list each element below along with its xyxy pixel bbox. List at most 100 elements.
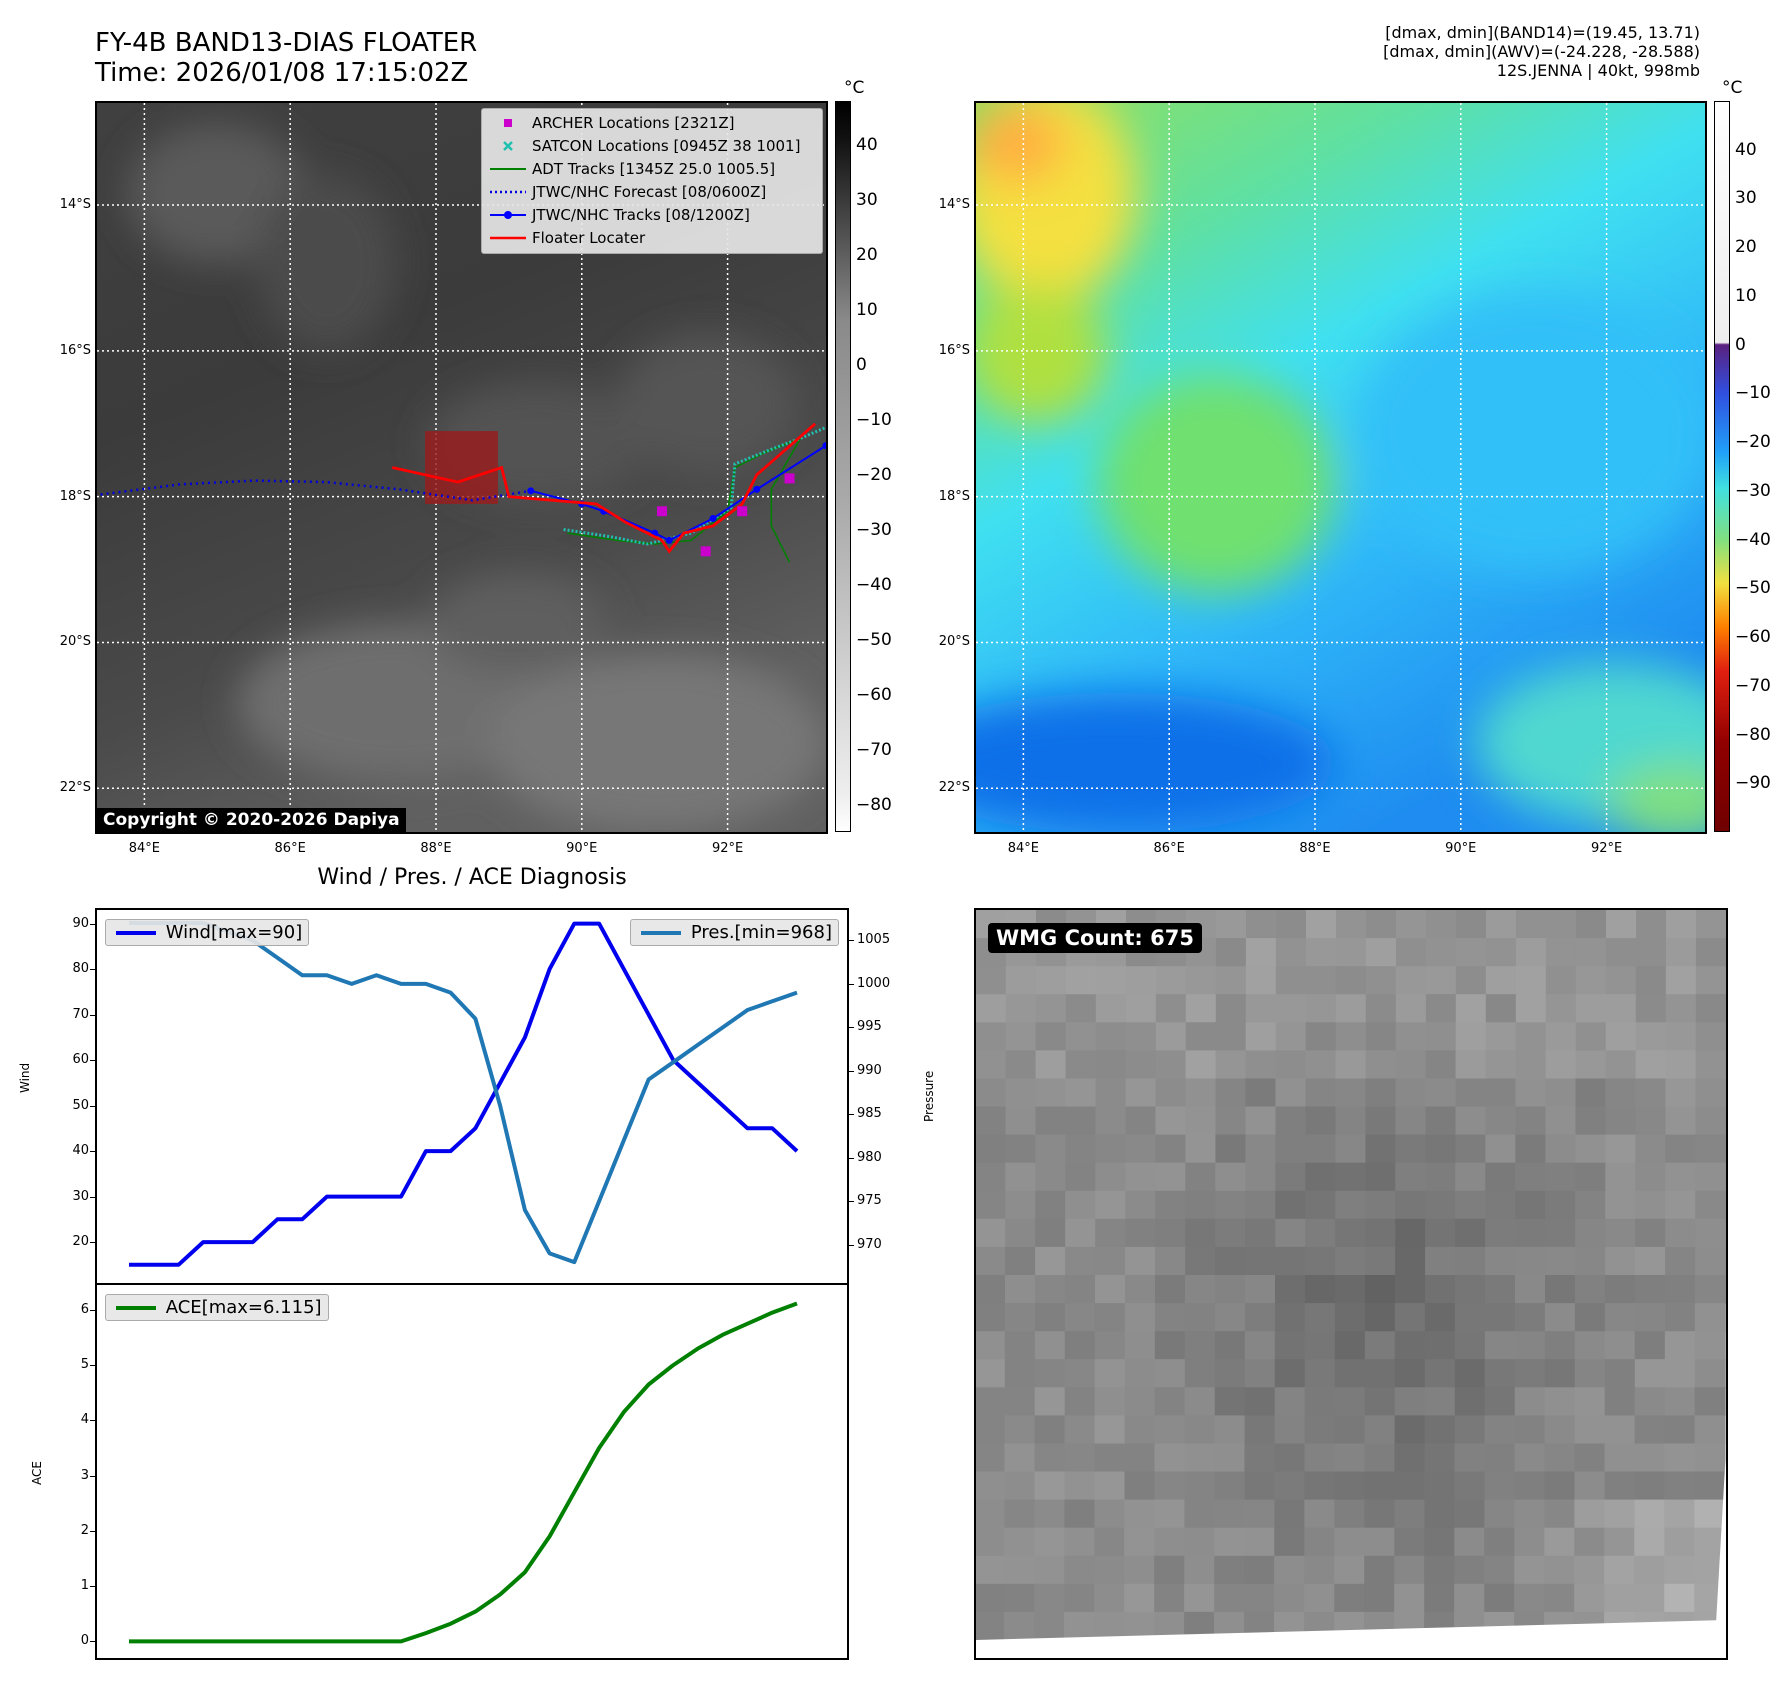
wmg-cell	[1094, 1443, 1126, 1473]
wmg-cell	[1605, 1022, 1637, 1052]
wmg-cell	[1335, 1190, 1367, 1220]
wmg-cell	[1305, 1218, 1337, 1248]
wmg-cell	[1094, 1303, 1126, 1333]
wmg-cell	[1574, 1415, 1606, 1445]
pres-axis-label: Pressure	[922, 1070, 936, 1122]
wmg-cell	[1365, 1218, 1397, 1248]
wmg-cell	[1514, 1359, 1546, 1389]
wmg-cell	[1424, 1527, 1456, 1557]
wmg-cell	[1214, 1499, 1246, 1529]
wmg-cell	[1155, 1275, 1186, 1305]
wmg-cell	[1544, 1443, 1576, 1473]
wmg-cell	[1005, 966, 1037, 996]
wmg-cell	[1574, 1331, 1606, 1361]
wmg-cell	[1334, 1527, 1366, 1557]
wmg-cell	[1335, 966, 1367, 996]
wmg-cell	[1455, 938, 1487, 968]
wmg-cell	[1575, 938, 1607, 968]
colorbar-tick-label: 40	[856, 134, 878, 155]
wmg-cell	[1365, 994, 1397, 1024]
wmg-cell	[1065, 1162, 1097, 1192]
wmg-cell	[976, 1583, 1006, 1613]
copyright-badge: Copyright © 2020-2026 Dapiya	[97, 808, 406, 832]
floater-box	[425, 431, 498, 504]
wmg-cell	[1545, 966, 1577, 996]
wmg-cell	[1635, 1134, 1667, 1164]
wmg-cell	[1395, 1078, 1427, 1108]
wind-legend-label: Wind[max=90]	[165, 922, 303, 943]
wmg-cell	[1395, 966, 1427, 996]
wmg-cell	[1155, 1106, 1187, 1136]
wmg-cell	[1604, 1443, 1636, 1473]
adt-line-icon	[490, 168, 526, 170]
wmg-cell	[1004, 1303, 1036, 1333]
wmg-cell	[1065, 1246, 1097, 1276]
wmg-cell	[1004, 1387, 1036, 1417]
wmg-cell	[1574, 1583, 1606, 1613]
wmg-cell	[1335, 1078, 1367, 1108]
wmg-cell	[1635, 966, 1667, 996]
wmg-cell	[1125, 1246, 1157, 1276]
wmg-cell	[1694, 1499, 1726, 1529]
wmg-cell	[1064, 1331, 1096, 1361]
wmg-cell	[1365, 1050, 1397, 1080]
wmg-cell	[1425, 1050, 1457, 1080]
info-line-2: [dmax, dmin](AWV)=(-24.228, -28.588)	[1383, 42, 1700, 61]
wmg-cell	[1394, 1303, 1426, 1333]
wmg-cell	[1005, 1050, 1037, 1080]
wmg-cell	[1005, 1106, 1037, 1136]
y-tick-label: 6	[80, 1301, 89, 1317]
wmg-cell	[1604, 1527, 1636, 1557]
wmg-cell	[1305, 966, 1337, 996]
wmg-cell	[1214, 1415, 1246, 1445]
jtwc-track-point	[753, 485, 761, 493]
wmg-cell	[1545, 994, 1577, 1024]
wmg-cell	[1365, 1246, 1397, 1276]
wmg-cell	[1695, 1078, 1726, 1108]
wmg-cell	[1395, 1190, 1427, 1220]
wmg-cell	[1215, 1190, 1247, 1220]
ir-map-panel: ARCHER Locations [2321Z] SATCON Location…	[95, 101, 828, 834]
pres-legend: Pres.[min=968]	[630, 919, 839, 946]
ace-line-icon	[116, 1306, 156, 1310]
wmg-cell	[976, 1415, 1006, 1445]
wmg-cell	[1034, 1611, 1066, 1641]
wmg-cell	[1605, 1218, 1637, 1248]
wmg-cell	[1214, 1387, 1246, 1417]
wmg-cell	[1665, 1246, 1697, 1276]
wmg-cell	[1694, 1387, 1726, 1417]
wmg-cell	[1245, 1134, 1277, 1164]
wmg-cell	[1155, 1190, 1187, 1220]
wmg-cell	[1664, 1387, 1696, 1417]
wmg-cell	[1215, 1134, 1247, 1164]
wmg-cell	[1545, 1022, 1577, 1052]
wmg-cell	[1694, 1331, 1726, 1361]
wmg-cell	[1664, 1303, 1696, 1333]
wmg-cell	[1245, 1162, 1277, 1192]
wmg-cell	[1364, 1471, 1396, 1501]
colorbar-tick-label: −80	[1735, 724, 1771, 745]
wmg-cell	[1005, 1162, 1037, 1192]
wmg-cell	[1365, 1078, 1397, 1108]
y-tick-label: 20	[72, 1234, 89, 1250]
wmg-panel: WMG Count: 675	[974, 908, 1728, 1660]
wmg-cell	[1484, 1583, 1516, 1613]
y-tick-mark	[90, 1530, 95, 1532]
colorbar-tick-label: 30	[856, 189, 878, 210]
floater-track	[391, 422, 817, 554]
wmg-cell	[1575, 1078, 1607, 1108]
wmg-cell	[1154, 1583, 1186, 1613]
wmg-cell	[1154, 1443, 1186, 1473]
wmg-cell	[1695, 966, 1726, 996]
wmg-cell	[1095, 1246, 1127, 1276]
wmg-cell	[1185, 1022, 1217, 1052]
wmg-cell	[1184, 1499, 1216, 1529]
y-tick-mark	[90, 923, 95, 925]
wmg-cell	[976, 1387, 1006, 1417]
wmg-cell	[1154, 1555, 1186, 1585]
wmg-cell	[1424, 1583, 1456, 1613]
wmg-cell	[1035, 994, 1067, 1024]
wmg-cell	[1425, 938, 1457, 968]
y2-tick-label: 985	[857, 1106, 882, 1122]
wmg-cell	[1574, 1443, 1606, 1473]
